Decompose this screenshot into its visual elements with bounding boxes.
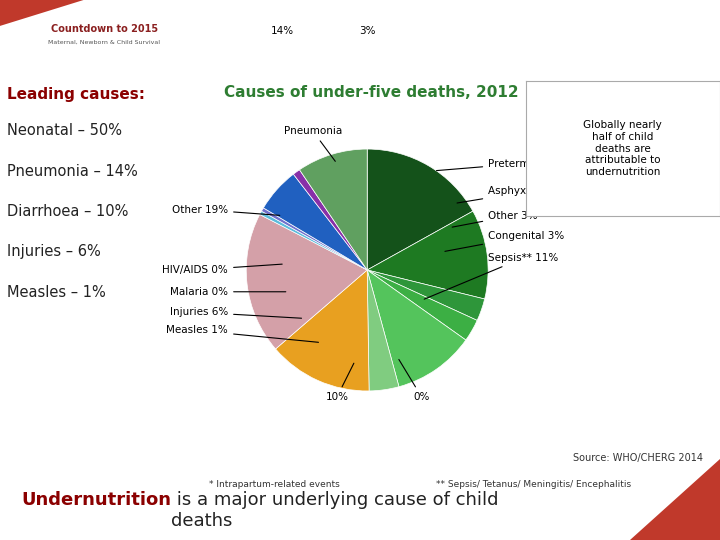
Wedge shape <box>260 211 367 270</box>
Text: Neonatal – 50%: Neonatal – 50% <box>7 123 122 138</box>
Text: Leading causes:: Leading causes: <box>7 87 145 103</box>
Text: Sepsis** 11%: Sepsis** 11% <box>424 253 559 299</box>
Text: Malaria 0%: Malaria 0% <box>170 287 286 297</box>
Wedge shape <box>300 149 367 270</box>
Text: 14%: 14% <box>271 26 294 36</box>
Text: Diarrhoea – 10%: Diarrhoea – 10% <box>7 204 129 219</box>
Wedge shape <box>261 208 367 270</box>
Wedge shape <box>264 174 367 270</box>
Text: Measles – 1%: Measles – 1% <box>7 285 106 300</box>
Wedge shape <box>367 270 477 340</box>
Text: 0%: 0% <box>399 360 430 402</box>
Polygon shape <box>630 459 720 540</box>
Text: Injuries – 6%: Injuries – 6% <box>7 244 101 259</box>
Text: Maternal, Newborn & Child Survival: Maternal, Newborn & Child Survival <box>48 39 161 45</box>
Text: Countdown to 2015: Countdown to 2015 <box>51 24 158 34</box>
Wedge shape <box>293 170 367 270</box>
Text: 3%: 3% <box>359 26 375 36</box>
Text: Pneumonia – 14%: Pneumonia – 14% <box>7 164 138 179</box>
Text: Causes of under-five deaths, 2012: Causes of under-five deaths, 2012 <box>224 85 518 100</box>
Wedge shape <box>246 214 367 349</box>
Wedge shape <box>367 270 399 391</box>
Text: Other 3%: Other 3% <box>452 211 538 227</box>
Text: * Intrapartum-related events: * Intrapartum-related events <box>209 480 340 489</box>
Text: Congenital 3%: Congenital 3% <box>445 231 564 251</box>
Text: 10%: 10% <box>325 363 354 402</box>
Text: Measles 1%: Measles 1% <box>166 326 318 342</box>
Text: Neonatal
death: 50%: Neonatal death: 50% <box>202 392 278 420</box>
Text: HIV/AIDS 0%: HIV/AIDS 0% <box>162 264 282 275</box>
Wedge shape <box>276 270 369 391</box>
Wedge shape <box>367 211 488 299</box>
Text: Other 19%: Other 19% <box>172 205 280 215</box>
Text: ** Sepsis/ Tetanus/ Meningitis/ Encephalitis: ** Sepsis/ Tetanus/ Meningitis/ Encephal… <box>436 480 631 489</box>
Text: Undernutrition: Undernutrition <box>22 491 171 509</box>
Wedge shape <box>367 149 473 270</box>
Polygon shape <box>0 0 84 26</box>
Wedge shape <box>367 270 466 387</box>
Text: is a major underlying cause of child
deaths: is a major underlying cause of child dea… <box>171 491 499 530</box>
Text: Asphyxia* 12%: Asphyxia* 12% <box>457 186 567 203</box>
Wedge shape <box>367 270 485 320</box>
Text: Pneumonia: Pneumonia <box>284 126 342 161</box>
Text: Preterm 17%: Preterm 17% <box>436 159 556 171</box>
Text: Why do Pakistani children die?: Why do Pakistani children die? <box>229 21 665 44</box>
Text: Source: WHO/CHERG 2014: Source: WHO/CHERG 2014 <box>572 453 703 463</box>
Text: Globally nearly
half of child
deaths are
attributable to
undernutrition: Globally nearly half of child deaths are… <box>583 120 662 177</box>
Text: Injuries 6%: Injuries 6% <box>170 307 302 318</box>
